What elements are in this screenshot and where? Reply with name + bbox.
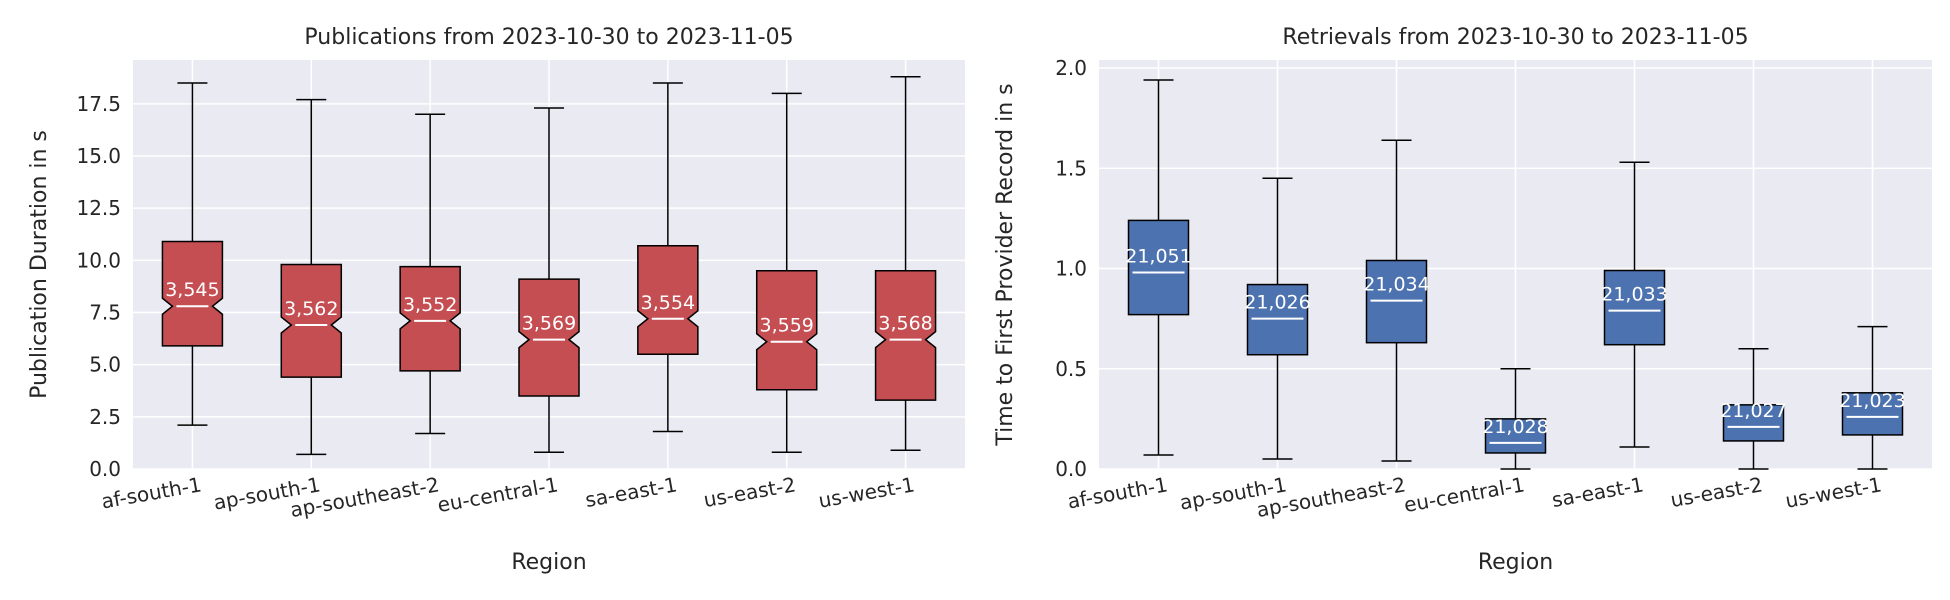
box-us-west-1: 21,023 xyxy=(1839,325,1906,470)
x-tick-label: eu-central-1 xyxy=(436,472,560,517)
count-label: 3,554 xyxy=(641,292,695,314)
box-body xyxy=(755,270,818,391)
count-label: 21,027 xyxy=(1720,400,1786,422)
box-body xyxy=(280,263,343,378)
box-eu-central-1: 3,569 xyxy=(518,107,580,454)
chart-title: Publications from 2023-10-30 to 2023-11-… xyxy=(304,25,793,50)
box-ap-southeast-2: 3,552 xyxy=(399,113,461,435)
chart-title: Retrievals from 2023-10-30 to 2023-11-05 xyxy=(1282,25,1748,50)
y-tick-label: 17.5 xyxy=(76,92,121,116)
count-label: 3,562 xyxy=(284,298,338,320)
x-tick-label: us-west-1 xyxy=(817,472,917,513)
box-body xyxy=(1127,219,1190,316)
count-label: 3,559 xyxy=(760,315,814,337)
box-us-east-2: 3,559 xyxy=(755,92,818,454)
y-tick-label: 2.5 xyxy=(89,405,121,429)
box-us-west-1: 3,568 xyxy=(874,75,937,451)
chart-publications: 0.02.55.07.510.012.515.017.5af-south-1 ap… xyxy=(27,25,965,575)
y-tick-label: 0.0 xyxy=(89,457,121,481)
y-tick-label: 0.5 xyxy=(1055,357,1087,381)
box-sa-east-1: 21,033 xyxy=(1601,161,1668,448)
count-label: 3,552 xyxy=(403,294,457,316)
x-tick-label: us-west-1 xyxy=(1783,472,1883,513)
box-body xyxy=(161,240,224,347)
y-tick-label: 15.0 xyxy=(76,144,121,168)
box-body xyxy=(399,265,461,372)
box-us-east-2: 21,027 xyxy=(1720,347,1787,470)
box-body xyxy=(1603,269,1666,346)
box-body xyxy=(1722,404,1785,442)
y-tick-label: 10.0 xyxy=(76,248,121,272)
box-ap-south-1: 21,026 xyxy=(1244,177,1311,460)
chart-retrievals: 0.00.51.01.52.0af-south-1 ap-south-1ap-so… xyxy=(993,25,1932,575)
box-af-south-1: 3,545 xyxy=(161,82,224,426)
box-ap-southeast-2: 21,034 xyxy=(1363,139,1430,462)
x-tick-label: sa-east-1 xyxy=(583,472,678,512)
box-body xyxy=(518,278,580,397)
box-body xyxy=(1365,259,1428,344)
x-tick-label: us-east-2 xyxy=(702,472,798,512)
x-tick-label: us-east-2 xyxy=(1669,472,1765,512)
box-af-south-1: 21,051 xyxy=(1125,79,1192,456)
y-axis-label: Time to First Provider Record in s xyxy=(993,83,1018,446)
x-axis-label: Region xyxy=(511,550,586,575)
box-body xyxy=(1484,418,1547,454)
x-tick-label: eu-central-1 xyxy=(1402,472,1526,517)
y-tick-label: 12.5 xyxy=(76,196,121,220)
y-tick-label: 2.0 xyxy=(1055,56,1087,80)
y-tick-label: 1.5 xyxy=(1055,156,1087,180)
x-axis-label: Region xyxy=(1478,550,1553,575)
y-tick-label: 0.0 xyxy=(1055,457,1087,481)
count-label: 3,545 xyxy=(165,279,219,301)
count-label: 21,026 xyxy=(1244,292,1310,314)
box-body xyxy=(1841,392,1904,436)
y-axis-label: Publication Duration in s xyxy=(27,130,52,399)
box-ap-south-1: 3,562 xyxy=(280,98,343,456)
count-label: 21,023 xyxy=(1839,390,1905,412)
box-sa-east-1: 3,554 xyxy=(637,82,699,433)
count-label: 21,033 xyxy=(1601,284,1667,306)
count-label: 21,034 xyxy=(1363,274,1429,296)
count-label: 3,568 xyxy=(878,313,932,335)
box-eu-central-1: 21,028 xyxy=(1482,368,1549,470)
count-label: 21,051 xyxy=(1125,246,1191,268)
y-tick-label: 5.0 xyxy=(89,353,121,377)
y-tick-label: 7.5 xyxy=(89,300,121,324)
box-body xyxy=(874,270,937,401)
y-tick-label: 1.0 xyxy=(1055,257,1087,281)
count-label: 3,569 xyxy=(522,313,576,335)
x-tick-label: sa-east-1 xyxy=(1550,472,1645,512)
box-body xyxy=(637,244,699,355)
count-label: 21,028 xyxy=(1482,416,1548,438)
box-body xyxy=(1246,283,1309,356)
